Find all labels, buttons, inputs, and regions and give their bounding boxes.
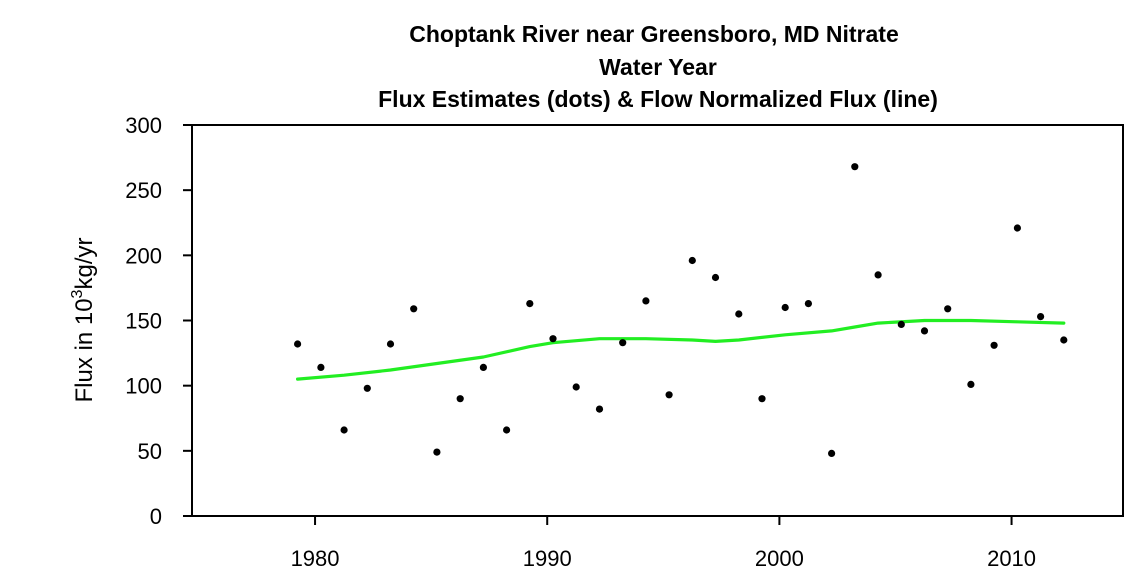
flux-estimate-point — [340, 426, 348, 434]
chart-title-line-2: Water Year — [599, 54, 717, 80]
y-axis-label-prefix: Flux in 10 — [71, 298, 98, 402]
flux-estimate-point — [317, 363, 325, 371]
flux-estimate-point — [967, 380, 975, 388]
flux-estimate-point — [433, 448, 441, 456]
flux-estimate-point — [920, 327, 929, 335]
flux-estimate-point — [619, 339, 627, 347]
flux-estimate-point — [804, 300, 813, 308]
chart-title-line-3: Flux Estimates (dots) & Flow Normalized … — [378, 86, 938, 112]
y-axis-label-superscript: 3 — [69, 289, 86, 298]
chart-title-line-1: Choptank River near Greensboro, MD Nitra… — [409, 21, 899, 47]
y-axis-label: Flux in 103kg/yr — [69, 238, 98, 403]
flux-estimate-point — [711, 273, 720, 282]
x-tick-label: 2000 — [755, 546, 804, 571]
flux-estimate-point — [828, 449, 836, 457]
flux-estimate-point — [386, 340, 395, 348]
flow-normalized-flux-line — [296, 318, 1066, 381]
flux-estimate-point — [735, 310, 743, 318]
flux-estimate-point — [688, 256, 696, 265]
flux-estimate-point — [781, 303, 789, 312]
x-tick-label: 1990 — [523, 546, 572, 571]
flux-estimate-point — [294, 340, 302, 348]
flux-estimate-point — [665, 391, 673, 399]
y-tick-label: 100 — [125, 374, 162, 399]
flux-estimate-point — [897, 320, 905, 328]
y-tick-label: 300 — [125, 113, 162, 138]
flux-estimate-point — [642, 297, 650, 305]
flux-estimate-point — [526, 300, 534, 308]
y-tick-label: 200 — [125, 243, 162, 268]
flux-estimate-point — [944, 305, 952, 313]
flux-estimate-point — [479, 363, 487, 371]
flux-estimate-point — [851, 163, 859, 171]
flux-estimate-point — [410, 305, 418, 313]
flux-estimate-point — [758, 395, 766, 403]
flux-estimate-point — [1060, 336, 1068, 344]
y-axis-label-suffix: kg/yr — [71, 238, 98, 290]
y-tick-label: 150 — [125, 309, 162, 334]
series-layer — [294, 163, 1068, 457]
flux-estimate-point — [874, 271, 882, 279]
flux-estimate-point — [990, 341, 998, 349]
flux-estimate-point — [363, 384, 371, 392]
x-tick-label: 1980 — [291, 546, 340, 571]
flux-estimate-point — [503, 426, 511, 434]
flux-estimate-point — [595, 405, 604, 413]
y-axis: 0 50 100 150 200 250 300 — [125, 113, 192, 529]
flux-estimate-point — [1013, 224, 1022, 232]
flux-estimate-point — [572, 383, 580, 391]
flux-estimate-point — [549, 335, 557, 343]
flux-estimate-point — [456, 395, 464, 403]
y-tick-label: 250 — [125, 178, 162, 203]
y-tick-label: 0 — [150, 504, 162, 529]
x-tick-label: 2010 — [987, 546, 1036, 571]
flux-estimate-point — [1037, 313, 1045, 321]
x-axis: 1980 1990 2000 2010 — [291, 516, 1036, 571]
y-tick-label: 50 — [138, 439, 162, 464]
